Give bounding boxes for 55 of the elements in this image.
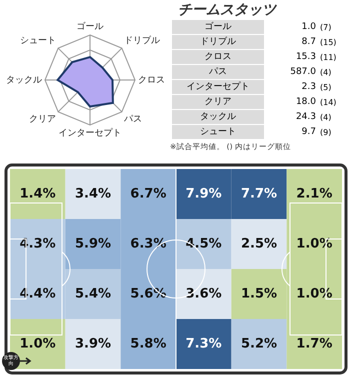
data-label: 4.5% xyxy=(186,236,222,252)
data-label: (7) xyxy=(320,20,346,34)
data-label: 3.9% xyxy=(74,336,112,352)
category-label: クリア xyxy=(172,94,264,110)
spoke-label: クロス xyxy=(138,75,165,86)
data-label: 5.6% xyxy=(130,286,166,302)
data-label: 24.3 xyxy=(264,110,320,124)
data-label: 3.4% xyxy=(74,186,112,202)
data-label: 7.3% xyxy=(186,336,222,352)
data-label: 5.9% xyxy=(74,236,112,252)
data-label: 7.7% xyxy=(240,186,278,202)
data-label: (11) xyxy=(320,50,346,64)
data-label: 18.0 xyxy=(264,94,320,110)
spoke-label: ゴール xyxy=(76,20,104,32)
data-label: 1.7% xyxy=(296,336,332,352)
data-label: 5.2% xyxy=(240,336,278,352)
data-label: 5.4% xyxy=(74,286,112,302)
spoke-label: インターセプト xyxy=(58,128,122,139)
category-label: パス xyxy=(172,64,264,80)
data-label: 7.9% xyxy=(186,186,222,202)
text: チームスタッツ xyxy=(178,2,278,19)
data-label: 6.3% xyxy=(130,236,166,252)
category-label: シュート xyxy=(172,124,264,140)
spoke-label: パス xyxy=(122,114,142,125)
data-label: 5.8% xyxy=(130,336,166,352)
category-label: インターセプト xyxy=(172,80,264,94)
spoke-label: タックル xyxy=(6,75,42,86)
data-label: 3.6% xyxy=(186,286,222,302)
category-label: タックル xyxy=(172,110,264,124)
data-label: 2.3 xyxy=(264,80,320,94)
data-label: 587.0 xyxy=(264,64,320,80)
data-label: (15) xyxy=(320,34,346,50)
data-label: 1.0% xyxy=(20,336,56,352)
data-label: 8.7 xyxy=(264,34,320,50)
data-label: (9) xyxy=(320,124,346,140)
data-label: 6.7% xyxy=(130,186,166,202)
data-label: (14) xyxy=(320,94,346,110)
category-label: ゴール xyxy=(172,20,264,34)
data-label: 2.1% xyxy=(296,186,332,202)
spoke-label: シュート xyxy=(20,36,56,46)
category-label: クロス xyxy=(172,50,264,64)
spoke-label: ドリブル xyxy=(124,35,160,46)
data-label: 1.0% xyxy=(296,286,332,302)
data-label: 1.4% xyxy=(20,186,56,202)
data-label: 15.3 xyxy=(264,50,320,64)
data-label: 1.0% xyxy=(296,236,332,252)
data-label: 9.7 xyxy=(264,124,320,140)
data-label: 2.5% xyxy=(240,236,278,252)
spoke-label: クリア xyxy=(29,114,56,125)
data-label: (5) xyxy=(320,80,346,94)
data-label: 1.0 xyxy=(264,20,320,34)
data-label: (4) xyxy=(320,64,346,80)
data-label: 1.5% xyxy=(240,286,278,302)
category-label: ドリブル xyxy=(172,34,264,50)
data-label: (4) xyxy=(320,110,346,124)
